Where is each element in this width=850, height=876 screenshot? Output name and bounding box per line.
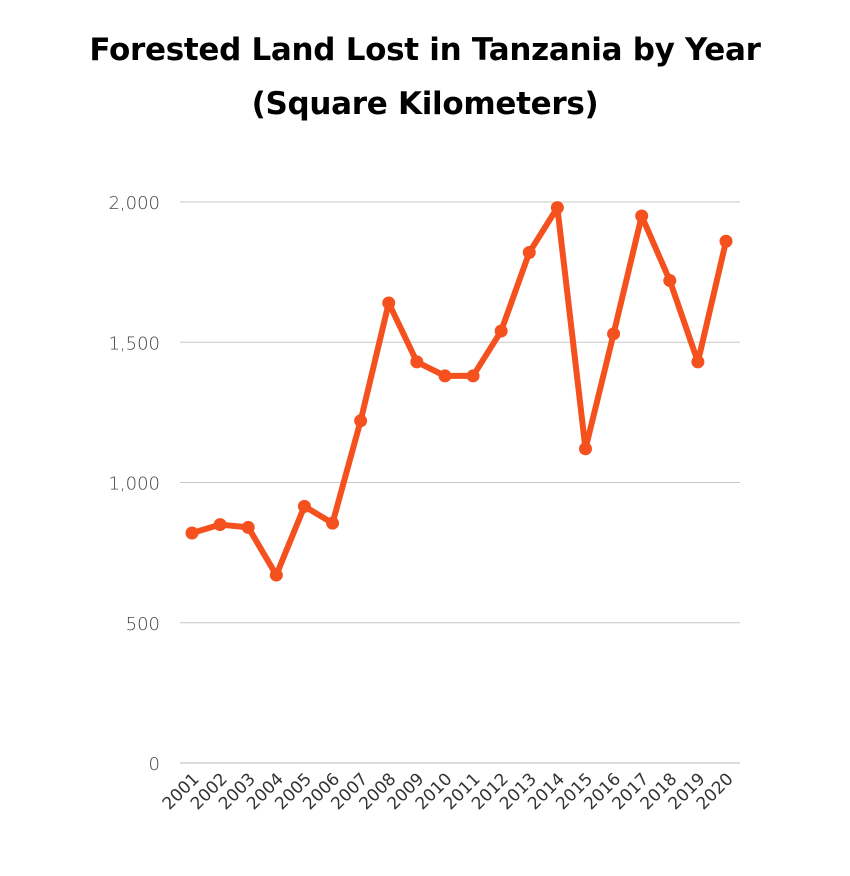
series-line-layer [189,204,729,579]
data-point-2020[interactable] [719,234,733,248]
data-point-2014[interactable] [550,201,564,215]
data-point-2005[interactable] [297,499,311,513]
y-tick-label: 2,000 [108,193,160,214]
data-point-2002[interactable] [213,518,227,532]
chart-title-line-2: (Square Kilometers) [251,86,599,122]
y-tick-label: 500 [126,614,160,635]
data-point-2013[interactable] [522,245,536,259]
x-axis-ticks: 2001200220032004200520062007200820092010… [159,769,738,814]
data-point-2009[interactable] [410,355,424,369]
y-tick-label: 1,500 [108,333,160,354]
data-point-2017[interactable] [635,209,649,223]
data-point-2003[interactable] [241,520,255,534]
data-point-2008[interactable] [382,296,396,310]
gridlines [180,201,740,764]
data-point-2010[interactable] [438,369,452,383]
data-point-2012[interactable] [494,324,508,338]
data-point-2011[interactable] [466,369,480,383]
y-axis-ticks: 0 500 1,000 1,500 2,000 [108,193,160,775]
data-point-2015[interactable] [578,442,592,456]
y-tick-label: 1,000 [108,474,160,495]
y-tick-label: 0 [149,754,160,775]
series-points [185,201,733,582]
data-point-2001[interactable] [185,526,199,540]
data-point-2019[interactable] [691,355,705,369]
series-line [189,204,729,579]
chart-title-line-1: Forested Land Lost in Tanzania by Year [89,32,761,68]
data-point-2007[interactable] [354,414,368,428]
data-point-2018[interactable] [663,274,677,288]
data-point-2004[interactable] [269,568,283,582]
data-point-2016[interactable] [607,327,621,341]
data-point-2006[interactable] [326,516,340,530]
